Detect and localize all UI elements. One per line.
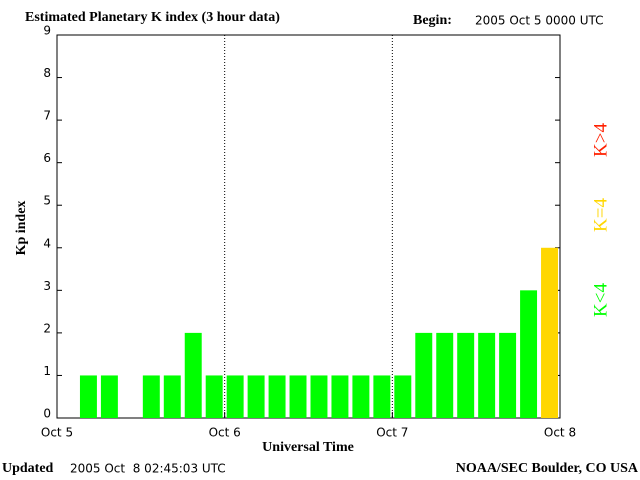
y-tick-label: 5 (43, 194, 51, 208)
bar (247, 375, 265, 418)
bar (142, 375, 160, 418)
y-tick-label: 9 (43, 24, 51, 38)
y-tick-label: 2 (43, 321, 51, 335)
legend-entry: K<4 (590, 283, 611, 317)
bar (184, 332, 202, 418)
x-tick-label: Oct 8 (544, 426, 576, 440)
bar (373, 375, 391, 418)
bar (352, 375, 370, 418)
y-tick-label: 7 (43, 109, 51, 123)
chart-title: Estimated Planetary K index (3 hour data… (25, 10, 280, 25)
bar (100, 375, 118, 418)
y-tick-label: 1 (43, 364, 51, 378)
bar (415, 332, 433, 418)
bar (457, 332, 475, 418)
y-tick-label: 8 (43, 66, 51, 80)
bar (541, 247, 558, 418)
x-axis-label: Universal Time (262, 440, 354, 455)
bar (289, 375, 307, 418)
y-axis-label: Kp index (14, 201, 29, 256)
x-tick-label: Oct 5 (41, 426, 73, 440)
bar (79, 375, 97, 418)
updated-label: Updated (2, 461, 54, 476)
bar (205, 375, 223, 418)
bar (478, 332, 496, 418)
plot-frame (56, 34, 561, 419)
y-tick-label: 3 (43, 279, 51, 293)
bar (436, 332, 454, 418)
bar (163, 375, 181, 418)
legend-entry: K=4 (590, 198, 611, 232)
legend-entry: K>4 (590, 123, 611, 157)
begin-value: 2005 Oct 5 0000 UTC (475, 14, 604, 28)
bar (226, 375, 244, 418)
begin-label: Begin: (413, 13, 452, 28)
y-tick-label: 4 (43, 236, 51, 250)
bar (268, 375, 286, 418)
y-tick-label: 6 (43, 151, 51, 165)
x-tick-label: Oct 7 (376, 426, 408, 440)
updated-value: 2005 Oct 8 02:45:03 UTC (70, 462, 226, 476)
bar (520, 290, 538, 418)
bar (310, 375, 328, 418)
bar (499, 332, 517, 418)
x-tick-label: Oct 6 (209, 426, 241, 440)
y-tick-label: 0 (43, 407, 51, 421)
bar (331, 375, 349, 418)
source: NOAA/SEC Boulder, CO USA (456, 461, 639, 476)
bar (394, 375, 412, 418)
